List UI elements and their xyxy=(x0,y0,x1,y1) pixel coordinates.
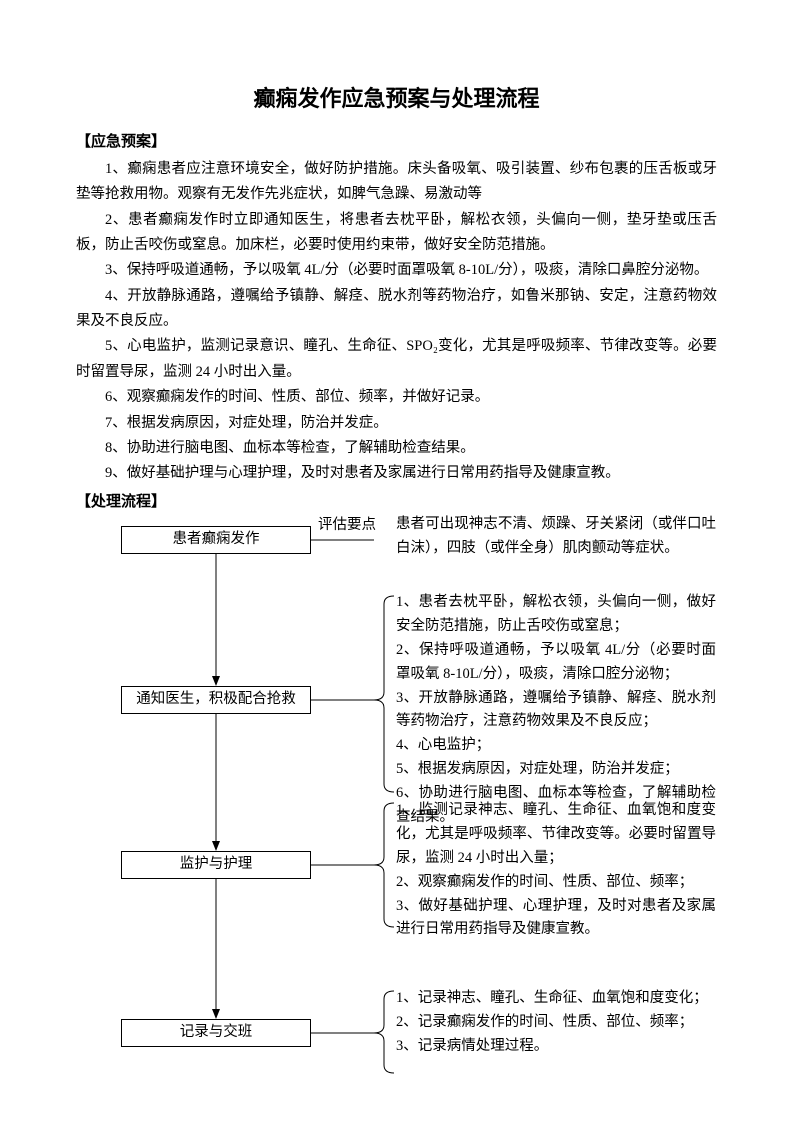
plan-item: 3、保持呼吸道通畅，予以吸氧 4L/分（必要时面罩吸氧 8-10L/分），吸痰，… xyxy=(76,258,717,283)
flow-node-label: 记录与交班 xyxy=(180,1020,253,1045)
plan-item: 7、根据发病原因，对症处理，防治并发症。 xyxy=(76,411,717,436)
flowchart: 患者癫痫发作 通知医生，积极配合抢救 监护与护理 记录与交班 评估要点 患者可出… xyxy=(76,521,716,1081)
plan-item: 5、心电监护，监测记录意识、瞳孔、生命征、SPO₂变化，尤其是呼吸频率、节律改变… xyxy=(76,334,717,385)
flow-node-label: 患者癫痫发作 xyxy=(173,527,260,552)
plan-item: 4、开放静脉通路，遵嘱给予镇静、解痉、脱水剂等药物治疗，如鲁米那钠、安定，注意药… xyxy=(76,284,717,335)
annotation-assess: 患者可出现神志不清、烦躁、牙关紧闭（或伴口吐白沫），四肢（或伴全身）肌肉颤动等症… xyxy=(396,513,716,561)
annotation-rescue: 1、患者去枕平卧，解松衣领，头偏向一侧，做好安全防范措施，防止舌咬伤或窒息；2、… xyxy=(396,591,716,830)
flow-node-record: 记录与交班 xyxy=(121,1019,311,1047)
plan-item: 2、患者癫痫发作时立即通知医生，将患者去枕平卧，解松衣领，头偏向一侧，垫牙垫或压… xyxy=(76,208,717,259)
plan-item: 6、观察癫痫发作的时间、性质、部位、频率，并做好记录。 xyxy=(76,385,717,410)
annotation-record: 1、记录神志、瞳孔、生命征、血氧饱和度变化；2、记录癫痫发作的时间、性质、部位、… xyxy=(396,987,716,1059)
section-plan-header: 【应急预案】 xyxy=(76,129,717,155)
page-title: 癫痫发作应急预案与处理流程 xyxy=(76,80,717,119)
assess-label: 评估要点 xyxy=(318,513,376,538)
plan-list: 1、癫痫患者应注意环境安全，做好防护措施。床头备吸氧、吸引装置、纱布包裹的压舌板… xyxy=(76,157,717,487)
plan-item: 8、协助进行脑电图、血标本等检查，了解辅助检查结果。 xyxy=(76,436,717,461)
annotation-monitor: 1、监测记录神志、瞳孔、生命征、血氧饱和度变化，尤其是呼吸频率、节律改变等。必要… xyxy=(396,799,716,943)
flow-node-monitor: 监护与护理 xyxy=(121,851,311,879)
section-flow-header: 【处理流程】 xyxy=(76,489,717,515)
flow-node-label: 通知医生，积极配合抢救 xyxy=(136,687,296,712)
plan-item: 9、做好基础护理与心理护理，及时对患者及家属进行日常用药指导及健康宣教。 xyxy=(76,461,717,486)
flow-node-notify: 通知医生，积极配合抢救 xyxy=(121,686,311,714)
flow-node-label: 监护与护理 xyxy=(180,852,253,877)
plan-item: 1、癫痫患者应注意环境安全，做好防护措施。床头备吸氧、吸引装置、纱布包裹的压舌板… xyxy=(76,157,717,208)
flow-node-onset: 患者癫痫发作 xyxy=(121,526,311,554)
